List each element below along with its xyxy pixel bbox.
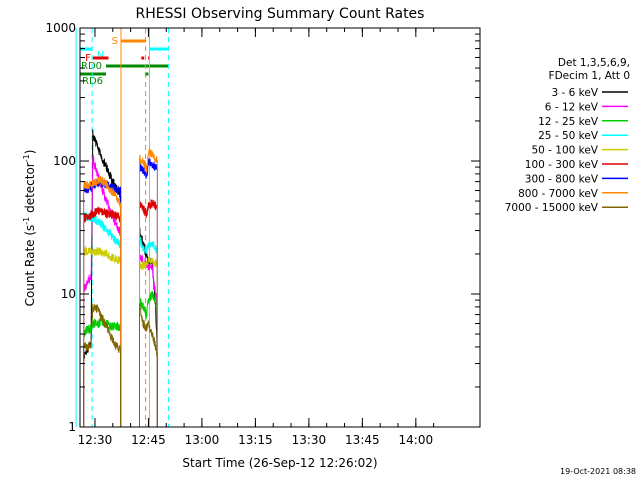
flag-label: RD0 — [81, 61, 102, 72]
series-line — [139, 199, 158, 427]
legend-header-line-1: Det 1,3,5,6,9, — [558, 57, 630, 69]
legend-item-label: 800 - 7000 keV — [518, 188, 599, 200]
x-tick-label: 13:30 — [292, 433, 327, 447]
legend-item-label: 100 - 300 keV — [525, 159, 599, 171]
legend-item-label: 300 - 800 keV — [525, 173, 599, 185]
y-tick-label: 100 — [53, 154, 76, 168]
flag-label: S — [112, 36, 118, 47]
x-tick-label: 13:45 — [345, 433, 380, 447]
x-tick-label: 13:15 — [238, 433, 273, 447]
series-layer — [83, 129, 158, 427]
x-tick-label: 14:00 — [399, 433, 434, 447]
plot-frame — [79, 27, 481, 428]
legend: 3 - 6 keV 6 - 12 keV 12 - 25 keV 25 - 50 ke… — [505, 87, 628, 214]
series-line — [83, 316, 122, 427]
series-line — [139, 235, 158, 427]
vertical-marker-layer — [75, 28, 169, 427]
flag-label: RD6 — [82, 76, 103, 87]
series-line — [83, 212, 122, 427]
legend-item-label: 7000 - 15000 keV — [505, 202, 599, 214]
series-line — [139, 303, 158, 427]
x-tick-label: 12:30 — [78, 433, 113, 447]
series-line — [83, 175, 122, 427]
legend-item-label: 6 - 12 keV — [545, 101, 599, 113]
y-tick-label: 10 — [61, 287, 76, 301]
series-line — [139, 290, 158, 427]
timestamp: 19-Oct-2021 08:38 — [560, 467, 636, 476]
legend-item-label: 12 - 25 keV — [538, 116, 599, 128]
x-tick-label: 12:45 — [131, 433, 166, 447]
x-axis-label: Start Time (26-Sep-12 12:26:02) — [182, 456, 377, 470]
legend-header-line-2: FDecim 1, Att 0 — [549, 70, 630, 82]
y-tick-label: 1000 — [45, 21, 76, 35]
legend-item-label: 25 - 50 keV — [538, 130, 599, 142]
legend-item-label: 50 - 100 keV — [531, 145, 598, 157]
series-line — [139, 158, 158, 427]
series-line — [83, 206, 122, 427]
series-line — [83, 155, 122, 427]
flag-label: N — [97, 50, 104, 61]
y-axis: 1 10 100 1000 — [45, 21, 480, 434]
legend-item-label: 3 - 6 keV — [551, 87, 598, 99]
flag-label: F — [85, 53, 91, 64]
x-axis: 12:30 12:45 13:00 13:15 13:30 13:45 14:00 — [78, 28, 435, 447]
series-line — [83, 245, 122, 427]
series-line — [139, 253, 158, 427]
chart-title: RHESSI Observing Summary Count Rates — [136, 6, 425, 22]
flag-layer: NF S RD0 RD6 — [80, 36, 169, 87]
y-axis-label: Count Rate (s-1 detector-1) — [22, 150, 37, 307]
y-tick-label: 1 — [68, 420, 76, 434]
x-tick-label: 13:00 — [185, 433, 220, 447]
series-line — [83, 303, 122, 427]
series-line — [139, 256, 158, 427]
series-line — [139, 148, 158, 427]
